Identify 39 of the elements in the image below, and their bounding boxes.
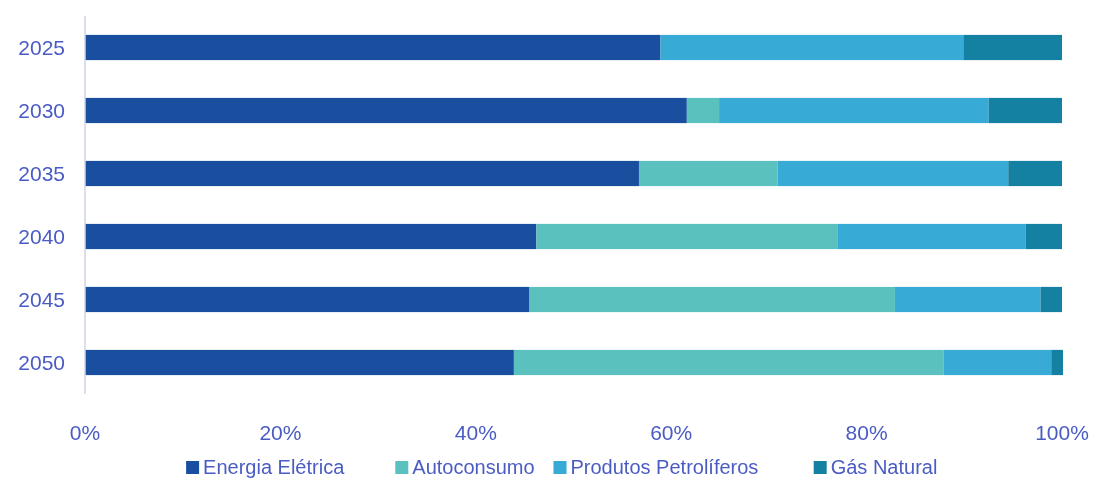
x-tick-label: 80% — [845, 421, 888, 444]
x-tick-label: 0% — [69, 421, 101, 444]
y-tick-label: 2035 — [18, 161, 65, 185]
bar — [1008, 160, 1062, 187]
bar — [686, 97, 720, 124]
x-tick-label: 100% — [1035, 421, 1089, 444]
bar — [85, 286, 530, 313]
bar — [1051, 349, 1063, 376]
y-tick-label: 2040 — [18, 224, 65, 248]
bar — [638, 160, 778, 187]
bar — [894, 286, 1041, 313]
bar — [963, 34, 1062, 61]
legend-label: Produtos Petrolíferos — [570, 456, 759, 478]
bar — [1025, 223, 1062, 250]
y-tick-label: 2025 — [18, 35, 65, 59]
x-tick-label: 60% — [650, 421, 693, 444]
bar — [719, 97, 989, 124]
y-tick-label: 2045 — [18, 287, 65, 311]
bar — [988, 97, 1062, 124]
y-tick-label: 2030 — [18, 98, 65, 122]
bar — [837, 223, 1026, 250]
bar — [943, 349, 1052, 376]
legend-label: Autoconsumo — [412, 456, 535, 478]
bar — [529, 286, 895, 313]
bar — [85, 349, 514, 376]
bar — [85, 34, 661, 61]
bar — [660, 34, 964, 61]
bar — [513, 349, 944, 376]
x-tick-label: 20% — [259, 421, 302, 444]
bar — [777, 160, 1009, 187]
legend-label: Gás Natural — [830, 456, 938, 478]
bar — [85, 97, 687, 124]
x-tick-label: 40% — [454, 421, 497, 444]
legend-label: Energia Elétrica — [203, 456, 346, 478]
bar — [85, 160, 639, 187]
y-tick-label: 2050 — [18, 350, 65, 374]
bar — [536, 223, 838, 250]
bar — [85, 223, 537, 250]
bar — [1040, 286, 1062, 313]
